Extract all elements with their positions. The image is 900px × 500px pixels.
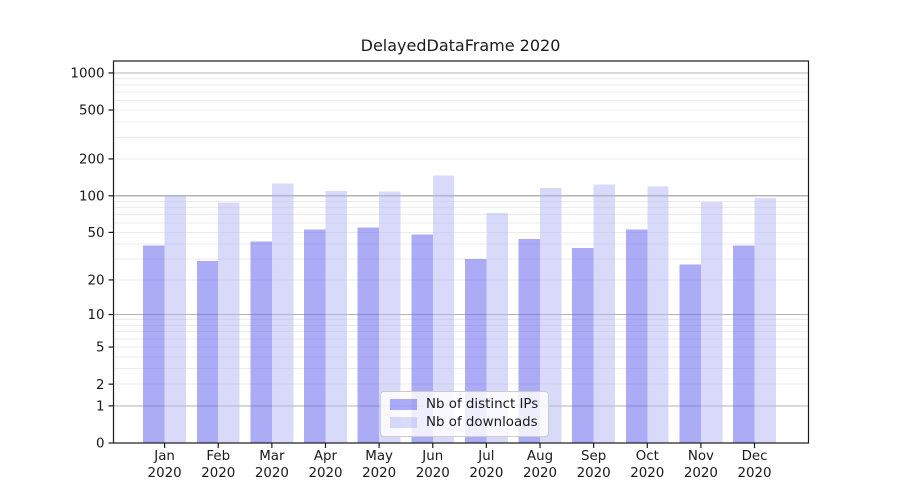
- y-tick-label: 500: [79, 104, 105, 119]
- chart-title: DelayedDataFrame 2020: [360, 36, 561, 55]
- y-tick-label: 100: [79, 189, 105, 204]
- y-tick-label: 5: [96, 341, 105, 356]
- x-tick-label-year: 2020: [201, 466, 235, 481]
- bar-distinct-ips-dec: [733, 245, 755, 443]
- x-tick-label-year: 2020: [255, 466, 289, 481]
- x-tick-label-year: 2020: [684, 466, 718, 481]
- bar-distinct-ips-sep: [572, 248, 594, 443]
- y-tick-label: 2: [96, 378, 105, 393]
- x-tick-label-year: 2020: [308, 466, 342, 481]
- y-tick-label: 0: [96, 437, 105, 452]
- x-tick-label-month: Jun: [421, 449, 443, 464]
- y-tick-label: 1: [96, 399, 105, 414]
- bar-downloads-apr: [325, 191, 347, 443]
- legend-swatch-distinct-ips: [390, 399, 417, 410]
- bar-distinct-ips-feb: [196, 260, 219, 443]
- x-tick-label-year: 2020: [416, 466, 450, 481]
- x-tick-label-year: 2020: [148, 466, 182, 481]
- bar-distinct-ips-jun: [411, 234, 433, 443]
- bar-downloads-nov: [700, 201, 723, 443]
- legend-label-distinct-ips: Nb of distinct IPs: [426, 397, 539, 412]
- bar-downloads-jul: [486, 213, 508, 443]
- x-tick-label-year: 2020: [630, 466, 664, 481]
- legend-swatch-downloads: [390, 417, 417, 428]
- bar-downloads-mar: [271, 183, 294, 443]
- x-tick-label-year: 2020: [737, 466, 771, 481]
- x-tick-label-month: Dec: [742, 449, 768, 464]
- bar-distinct-ips-mar: [250, 241, 272, 443]
- bar-distinct-ips-jan: [143, 245, 165, 443]
- bar-distinct-ips-may: [357, 227, 380, 443]
- x-tick-label-year: 2020: [577, 466, 611, 481]
- y-tick-label: 200: [79, 153, 105, 168]
- x-tick-label-month: Nov: [688, 449, 714, 464]
- x-tick-label-month: Mar: [259, 449, 285, 464]
- legend: Nb of distinct IPs Nb of downloads: [380, 391, 550, 437]
- bar-distinct-ips-apr: [304, 229, 326, 443]
- bar-downloads-aug: [540, 187, 562, 443]
- legend-label-downloads: Nb of downloads: [426, 415, 538, 430]
- x-tick-label-month: Jan: [153, 449, 175, 464]
- bar-downloads-sep: [593, 184, 616, 444]
- bar-distinct-ips-oct: [625, 229, 648, 443]
- bar-downloads-oct: [647, 186, 669, 443]
- y-tick-label: 10: [87, 308, 104, 323]
- bar-downloads-may: [379, 191, 401, 443]
- x-tick-label-year: 2020: [523, 466, 557, 481]
- legend-item-downloads: Nb of downloads: [390, 415, 538, 430]
- y-tick-label: 1000: [70, 67, 104, 82]
- bar-downloads-feb: [218, 202, 240, 443]
- bar-downloads-dec: [754, 197, 776, 443]
- x-tick-label-month: Feb: [206, 449, 230, 464]
- bar-distinct-ips-nov: [679, 264, 701, 443]
- bar-downloads-jan: [164, 195, 187, 443]
- plot-frame: [112, 60, 810, 444]
- x-tick-label-month: Jul: [477, 449, 494, 464]
- x-tick-label-month: Apr: [314, 449, 338, 464]
- x-tick-label-month: May: [365, 449, 393, 464]
- y-tick-label: 20: [87, 274, 104, 289]
- x-tick-label-month: Aug: [527, 449, 553, 464]
- y-tick-label: 50: [87, 226, 104, 241]
- x-tick-label-month: Oct: [636, 449, 659, 464]
- x-tick-label-month: Sep: [581, 449, 606, 464]
- legend-item-distinct-ips: Nb of distinct IPs: [390, 397, 538, 412]
- bar-downloads-jun: [432, 175, 455, 443]
- x-tick-label-year: 2020: [469, 466, 503, 481]
- x-tick-label-year: 2020: [362, 466, 396, 481]
